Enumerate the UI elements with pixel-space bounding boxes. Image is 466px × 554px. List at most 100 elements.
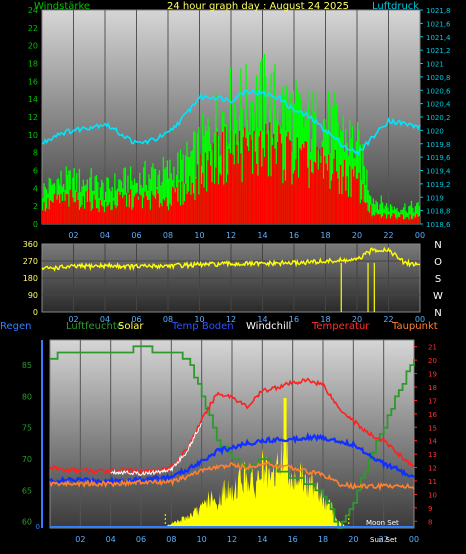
wind-gust-bar: [206, 130, 208, 224]
wind-gust-bar: [341, 131, 343, 224]
wind-gust-bar: [166, 160, 168, 224]
pressure-tick-label: 1020,2: [426, 114, 451, 122]
wind-avg-bar: [82, 196, 84, 224]
wind-avg-bar: [359, 203, 361, 224]
wind-avg-bar: [274, 148, 276, 224]
wind-avg-bar: [276, 142, 279, 224]
wind-gust-bar: [368, 194, 371, 224]
direction-tick-label: 360: [23, 240, 38, 249]
wind-avg-bar: [103, 212, 105, 224]
pressure-tick-label: 1019,6: [426, 154, 451, 162]
wind-avg-bar: [70, 192, 73, 224]
wind-gust-bar: [416, 203, 418, 224]
wind-gust-bar: [263, 53, 266, 225]
wind-avg-bar: [111, 209, 113, 224]
wind-avg-bar: [78, 209, 81, 224]
wind-avg-bar: [320, 162, 322, 224]
wind-avg-bar: [315, 162, 317, 224]
direction-series: [41, 246, 421, 312]
wind-avg-bar: [153, 196, 155, 224]
wind-avg-bar: [95, 208, 98, 224]
wind-avg-bar: [333, 158, 335, 224]
wind-avg-bar: [385, 218, 388, 224]
wind-avg-bar: [128, 207, 130, 224]
humidity-tick-label: 70: [22, 455, 32, 464]
wind-tick-label: 0: [33, 220, 38, 229]
wind-avg-bar: [353, 176, 355, 224]
wind-tick-label: 22: [28, 24, 38, 33]
wind-avg-bar: [224, 126, 226, 224]
wind-gust-bar: [408, 206, 410, 224]
wind-gust-bar: [101, 179, 103, 224]
x-tick-label: 08: [163, 315, 173, 324]
wind-avg-bar: [107, 205, 109, 224]
temperature-tick-label: 18: [428, 384, 437, 392]
wind-avg-bar: [112, 200, 115, 224]
temperature-tick-label: 16: [428, 411, 437, 419]
wind-gust-bar: [97, 181, 99, 224]
wind-avg-bar: [170, 205, 172, 224]
wind-avg-bar: [118, 191, 120, 224]
pressure-tick-label: 1019: [426, 194, 444, 202]
wind-avg-bar: [63, 191, 65, 224]
wind-avg-bar: [308, 188, 310, 224]
x-tick-label: 04: [100, 231, 110, 240]
wind-avg-bar: [413, 216, 415, 224]
wind-avg-bar: [371, 216, 373, 224]
wind-gust-bar: [402, 207, 405, 224]
wind-avg-bar: [132, 207, 134, 224]
bottom-x-ticks: 02 04 06 08 10 12 14 16 18 20 22 00: [75, 535, 419, 544]
wind-gust-bar: [372, 198, 375, 224]
wind-avg-bar: [131, 209, 133, 224]
dewpoint-series: [49, 461, 415, 492]
wind-avg-bar: [339, 164, 342, 224]
wind-avg-bar: [412, 218, 414, 224]
wind-avg-bar: [383, 212, 385, 224]
wind-tick-label: 10: [28, 131, 38, 140]
wind-avg-bar: [160, 203, 162, 224]
wind-avg-bar: [280, 143, 283, 224]
wind-avg-bar: [156, 189, 158, 224]
wind-avg-bar: [349, 165, 351, 224]
wind-gust-bar: [332, 106, 334, 224]
x-tick-label: 22: [379, 535, 389, 544]
x-tick-label: 14: [257, 231, 267, 240]
wind-gust-bar: [213, 132, 216, 224]
wind-gust-bar: [261, 57, 263, 224]
wind-avg-bar: [143, 197, 145, 224]
wind-avg-bar: [194, 200, 196, 224]
temperature-tick-label: 13: [428, 451, 437, 459]
x-tick-label: 20: [348, 535, 358, 544]
wind-avg-bar: [66, 194, 69, 224]
wind-gust-bar: [389, 204, 392, 224]
wind-tick-label: 24: [28, 6, 38, 15]
direction-tick-label: 180: [23, 274, 38, 283]
wind-gust-bar: [168, 178, 170, 224]
pressure-series: [41, 88, 421, 157]
wind-gust-bar: [107, 178, 109, 224]
wind-avg-bar: [228, 149, 230, 224]
wind-avg-bar: [204, 152, 207, 224]
wind-avg-bar: [295, 159, 297, 224]
temperature-tick-label: 8: [428, 518, 432, 526]
wind-avg-bar: [203, 187, 205, 224]
wind-avg-bar: [350, 197, 352, 224]
wind-avg-bar: [300, 150, 302, 224]
x-tick-label: 02: [75, 535, 85, 544]
wind-gust-bar: [162, 156, 165, 224]
wind-avg-bar: [190, 194, 192, 224]
wind-avg-bar: [174, 192, 176, 224]
wind-gust-bar: [90, 168, 92, 224]
pressure-tick-label: 1019,8: [426, 141, 451, 149]
pressure-tick-label: 1018,8: [426, 208, 451, 216]
wind-gust-bar: [217, 135, 220, 224]
pressure-tick-label: 1021,4: [426, 34, 451, 42]
wind-avg-bar: [45, 208, 48, 224]
direction-tick-label: 270: [23, 257, 38, 266]
wind-avg-bar: [181, 181, 183, 224]
wind-avg-bar: [311, 172, 313, 224]
wind-avg-bar: [296, 137, 298, 224]
wind-avg-bar: [126, 206, 128, 224]
temperature-tick-label: 19: [428, 371, 437, 379]
